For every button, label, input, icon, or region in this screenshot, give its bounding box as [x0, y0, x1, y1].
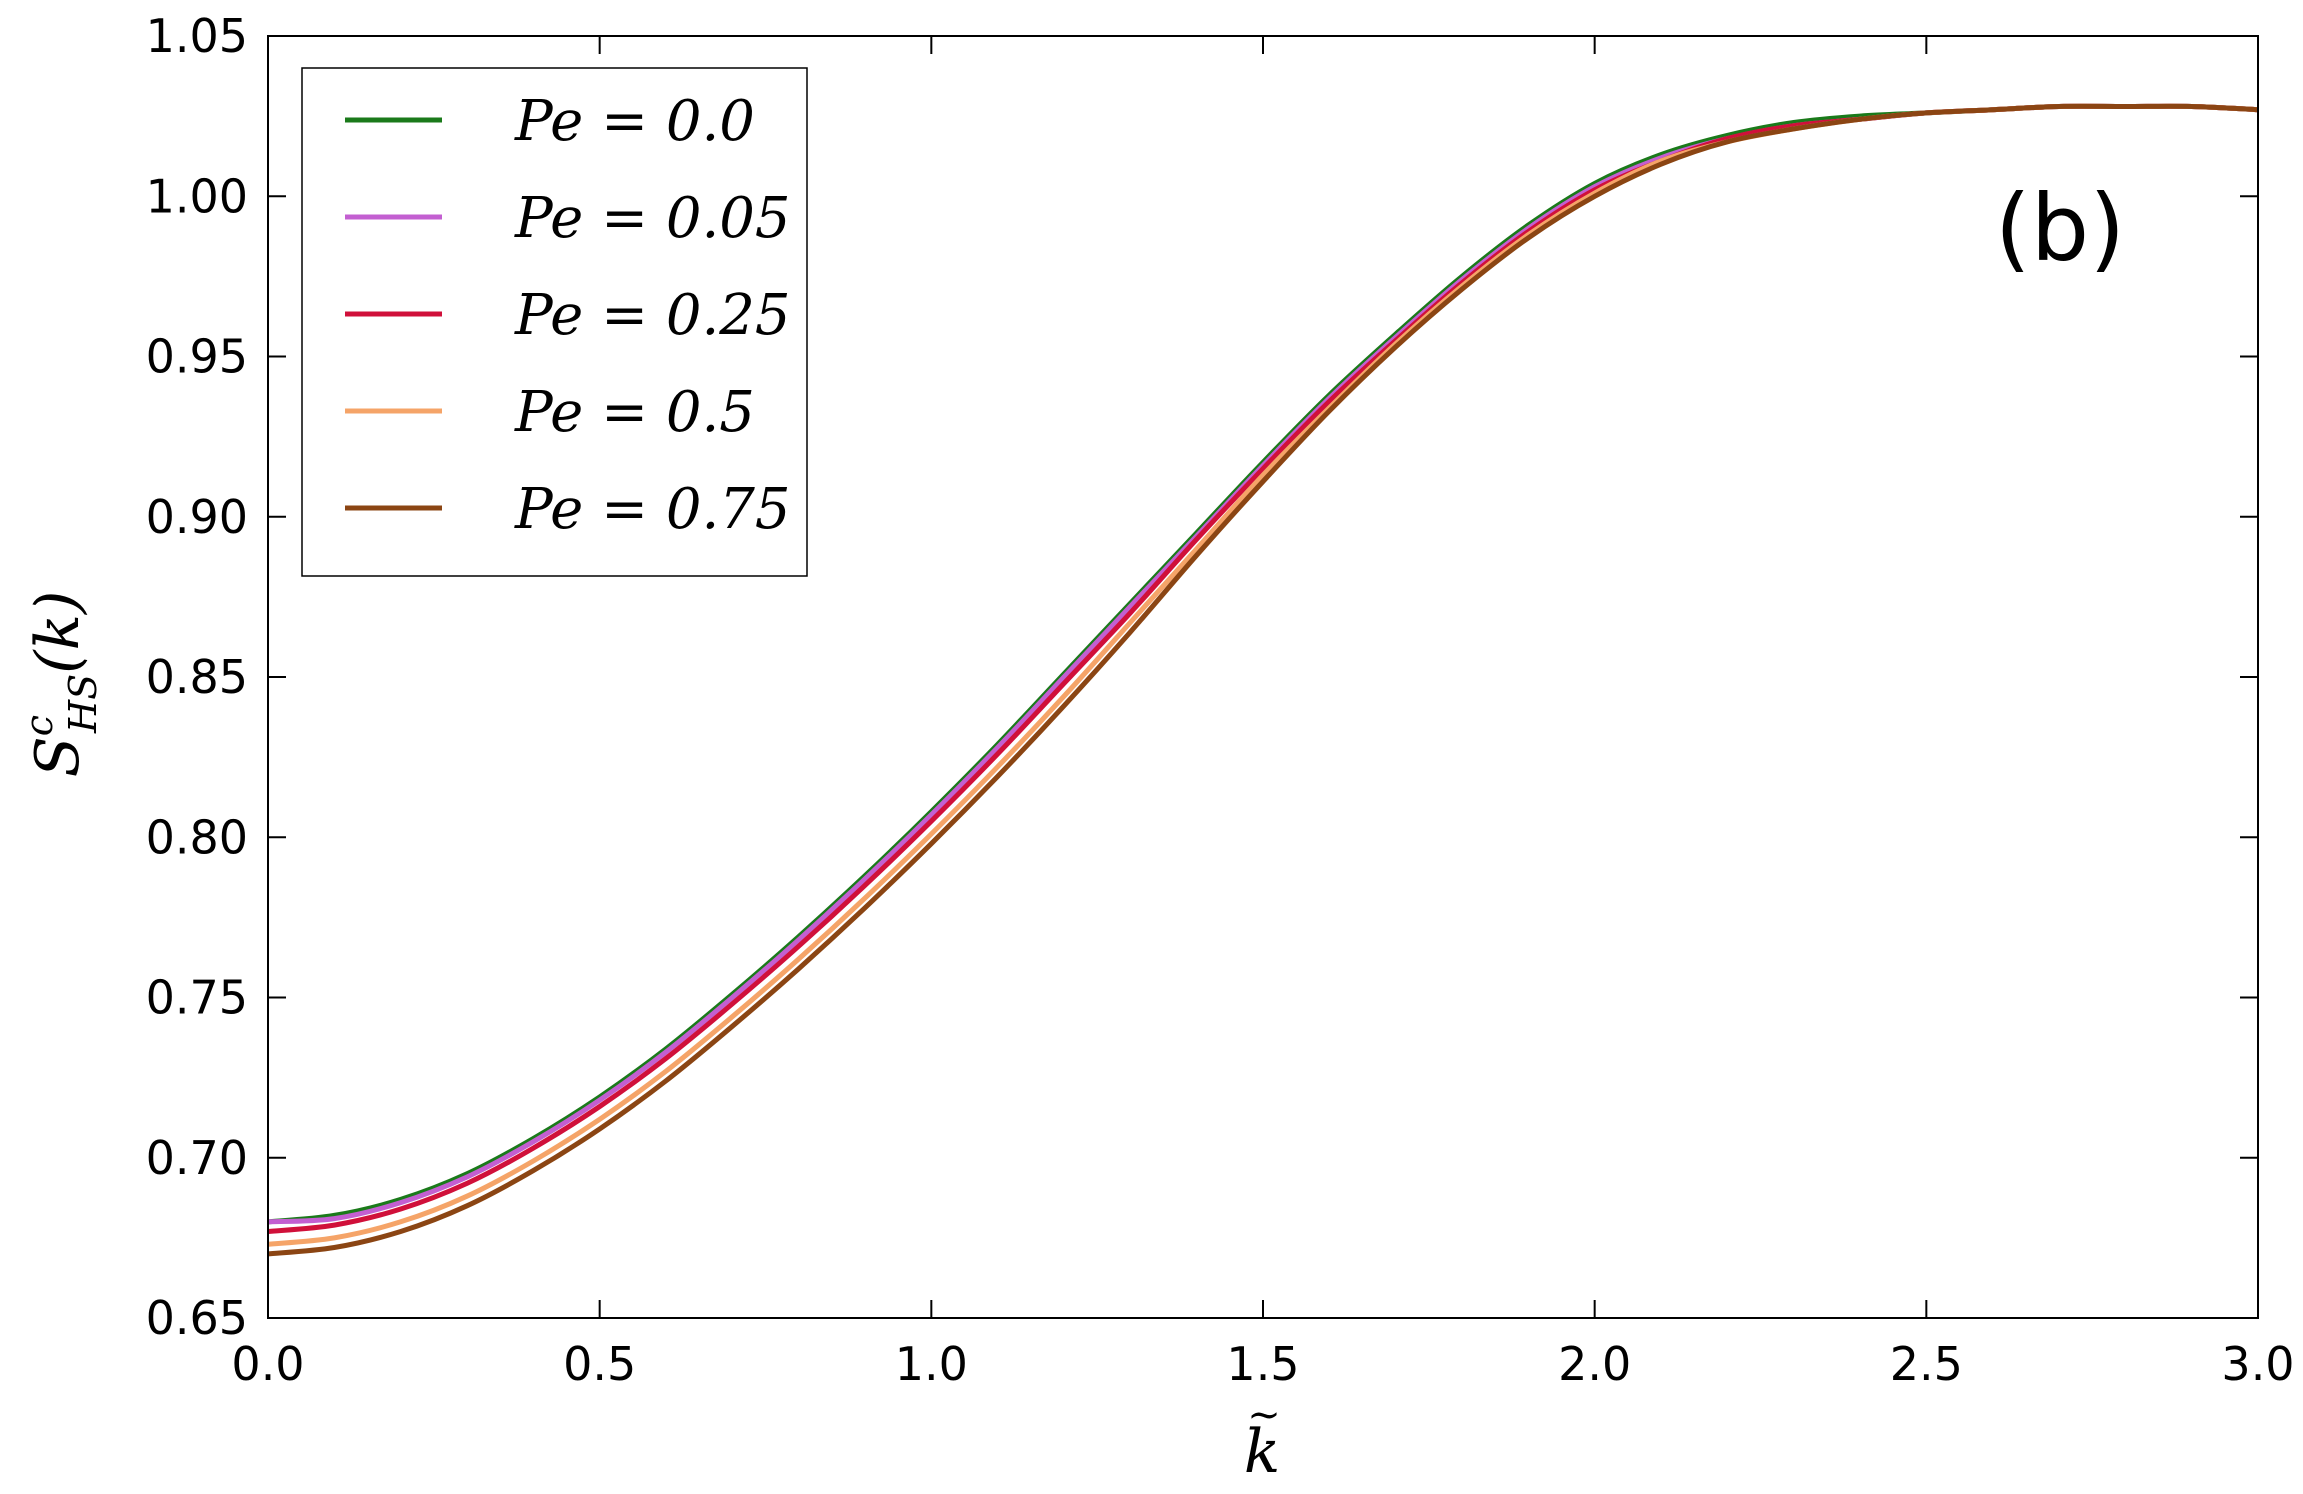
- legend-items: Pe = 0.0 Pe = 0.05 Pe = 0.25 Pe = 0.5 Pe = 0…: [345, 89, 791, 542]
- svg-text:ScHS(k): ScHS(k): [17, 591, 105, 778]
- y-tick-label: 0.80: [146, 810, 248, 864]
- legend-label-2: Pe = 0.25: [514, 283, 791, 348]
- y-tick-label: 1.00: [146, 169, 248, 223]
- x-tick-label: 1.5: [1226, 1337, 1299, 1391]
- x-tick-label: 3.0: [2221, 1337, 2294, 1391]
- x-tick-label: 0.5: [563, 1337, 636, 1391]
- x-tick-label: 2.5: [1890, 1337, 1963, 1391]
- series-layer: [267, 103, 2259, 1257]
- y-tick-label: 0.75: [146, 971, 248, 1025]
- y-tick-label: 0.95: [146, 330, 248, 384]
- y-tick-label: 1.05: [146, 9, 248, 63]
- y-tick-label: 0.70: [146, 1131, 248, 1185]
- y-tick-label: 0.85: [146, 650, 248, 704]
- legend-label-3: Pe = 0.5: [514, 380, 755, 445]
- legend-label-4: Pe = 0.75: [514, 477, 791, 542]
- svg-text:~: ~: [1247, 1392, 1281, 1438]
- x-tick-label: 2.0: [1558, 1337, 1631, 1391]
- legend: Pe = 0.0 Pe = 0.05 Pe = 0.25 Pe = 0.5 Pe = 0…: [301, 67, 808, 577]
- x-axis-label: k ~: [1244, 1392, 1281, 1487]
- x-tick-label: 0.0: [231, 1337, 304, 1391]
- legend-label-0: Pe = 0.0: [514, 89, 755, 154]
- svg-text:k: k: [1244, 1417, 1280, 1487]
- panel-label: (b): [1995, 175, 2125, 282]
- x-tick-label: 1.0: [895, 1337, 968, 1391]
- y-tick-label: 0.65: [146, 1291, 248, 1345]
- legend-label-1: Pe = 0.05: [514, 186, 791, 251]
- series-line-4: [267, 103, 2259, 1257]
- y-axis-label: ScHS(k): [17, 591, 105, 778]
- legend-box: [301, 67, 808, 577]
- ticks-layer: 0.0 0.5 1.0 1.5 2.0 2.5 3.0 0.65 0.70 0.75 0.80 0.8…: [146, 9, 2295, 1391]
- y-tick-label: 0.90: [146, 490, 248, 544]
